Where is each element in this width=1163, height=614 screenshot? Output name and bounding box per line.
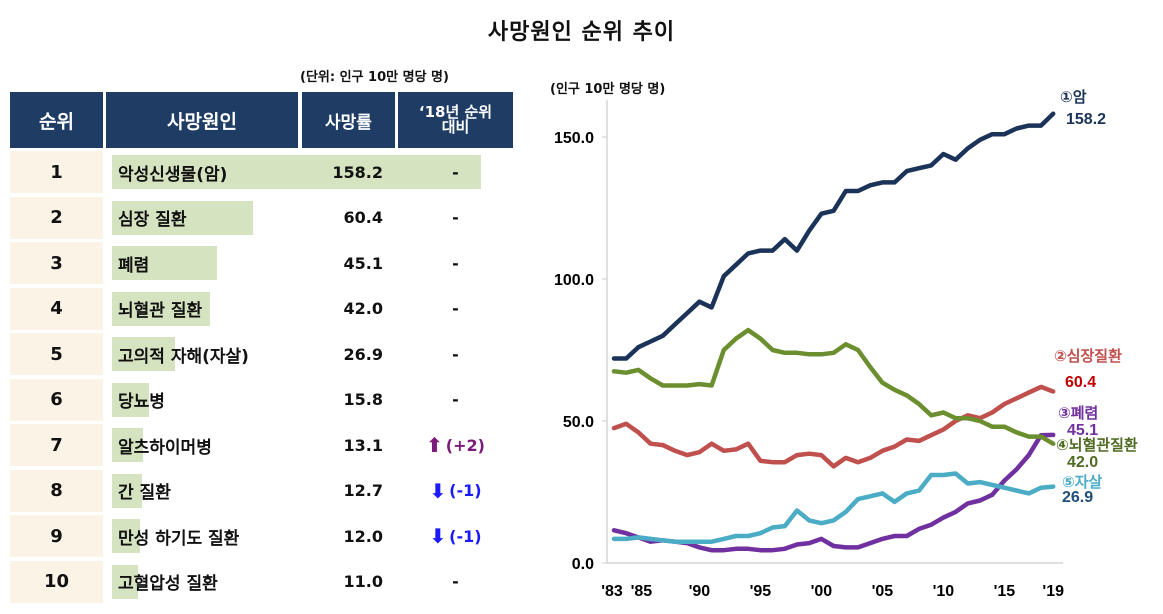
cause-cell: 고혈압성 질환 (118, 574, 218, 594)
series-name-label: ④뇌혈관질환 (1056, 436, 1138, 454)
series-name-label: ①암 (1060, 88, 1087, 106)
series-line (611, 327, 1056, 446)
series-name-label: ⑤자살 (1062, 473, 1103, 491)
y-tick-label: 100.0 (554, 272, 594, 289)
rate-cell: 60.4 (343, 208, 383, 227)
rate-cell: 158.2 (332, 162, 383, 182)
series-line (611, 384, 1056, 469)
series-end-value: 42.0 (1067, 454, 1098, 471)
header-rank: 순위 (10, 92, 103, 148)
series-name-label: ③폐렴 (1058, 404, 1098, 422)
rate-bar (112, 337, 175, 371)
series-end-value: 158.2 (1066, 111, 1106, 128)
rate-cell: 11.0 (343, 572, 383, 591)
rate-bar (112, 200, 253, 235)
rate-cell: 42.0 (343, 299, 383, 318)
rank-cell: 2 (10, 196, 103, 239)
cause-cell: 알츠하이머병 (118, 437, 212, 458)
table-unit: (단위: 인구 10만 명당 명) (300, 70, 449, 85)
rate-cell: 26.9 (343, 344, 383, 364)
cause-cell: 만성 하기도 질환 (118, 528, 240, 549)
x-tick-label: '05 (872, 583, 894, 600)
change-cell: - (452, 162, 459, 182)
x-tick-label: '83 (601, 583, 623, 600)
rate-bar (112, 473, 142, 508)
rate-bar (112, 564, 138, 599)
series-end-value: 45.1 (1067, 422, 1098, 439)
rate-bar (112, 246, 218, 280)
y-tick-label: 0.0 (572, 556, 594, 573)
change-cell: - (452, 390, 459, 409)
change-cell: ⬆ (+2) (398, 424, 513, 466)
change-text: (+2) (445, 435, 485, 455)
arrow-up-icon: ⬆ (426, 433, 443, 457)
rate-cell: 12.7 (343, 481, 383, 500)
change-text: (-1) (449, 481, 482, 500)
cause-cell: 악성신생물(암) (118, 164, 228, 185)
rate-cell: 12.0 (343, 526, 383, 546)
rate-cell: 13.1 (343, 435, 383, 455)
x-tick-label: '19 (1042, 583, 1064, 600)
change-cell: - (452, 344, 459, 364)
page-title: 사망원인 순위 추이 (487, 20, 676, 45)
y-axis-label: (인구 10만 명당 명) (550, 82, 666, 97)
series-line (611, 111, 1056, 361)
header-rate: 사망률 (302, 92, 395, 148)
rank-cell: 10 (10, 560, 103, 603)
series-end-value: 60.4 (1065, 374, 1096, 391)
series-end-value: 26.9 (1062, 489, 1093, 506)
rate-bar (112, 428, 143, 462)
change-cell: ⬇ (-1) (398, 470, 513, 512)
series-line (611, 471, 1056, 544)
cause-cell: 간 질환 (118, 483, 171, 503)
cause-cell: 심장 질환 (118, 210, 187, 230)
cause-cell: 폐렴 (118, 255, 150, 276)
rank-cell: 8 (10, 469, 103, 512)
change-cell: - (452, 299, 459, 318)
arrow-down-icon: ⬇ (429, 478, 447, 503)
rank-cell: 6 (10, 378, 103, 421)
rank-cell: 3 (10, 242, 103, 284)
header-change: ‘18년 순위 대비 (398, 92, 513, 148)
rate-cell: 45.1 (343, 253, 383, 273)
x-tick-label: '90 (689, 583, 711, 600)
change-cell: - (452, 572, 459, 591)
rate-bar (112, 155, 481, 189)
cause-cell: 뇌혈관 질환 (118, 301, 203, 321)
rank-cell: 1 (10, 151, 103, 193)
change-cell: - (452, 208, 459, 227)
rank-cell: 7 (10, 424, 103, 466)
y-tick-label: 50.0 (563, 414, 594, 431)
rank-cell: 9 (10, 515, 103, 557)
rank-cell: 4 (10, 287, 103, 330)
header-cause: 사망원인 (106, 92, 298, 148)
x-tick-label: '00 (811, 583, 833, 600)
x-tick-label: '95 (750, 583, 772, 600)
x-tick-label: '15 (994, 583, 1016, 600)
x-tick-label: '85 (631, 583, 653, 600)
cause-cell: 당뇨병 (118, 392, 165, 412)
rate-bar (112, 382, 149, 417)
change-text: (-1) (449, 526, 482, 546)
arrow-down-icon: ⬇ (429, 524, 447, 548)
cause-cell: 고의적 자해(자살) (118, 346, 249, 367)
rate-bar (112, 291, 210, 326)
y-tick-label: 150.0 (554, 130, 594, 147)
change-cell: ⬇ (-1) (398, 515, 513, 557)
rank-cell: 5 (10, 333, 103, 375)
series-name-label: ②심장질환 (1054, 347, 1122, 365)
x-tick-label: '10 (933, 583, 955, 600)
rate-cell: 15.8 (343, 390, 383, 409)
change-cell: - (452, 253, 459, 273)
rate-bar (112, 519, 140, 553)
